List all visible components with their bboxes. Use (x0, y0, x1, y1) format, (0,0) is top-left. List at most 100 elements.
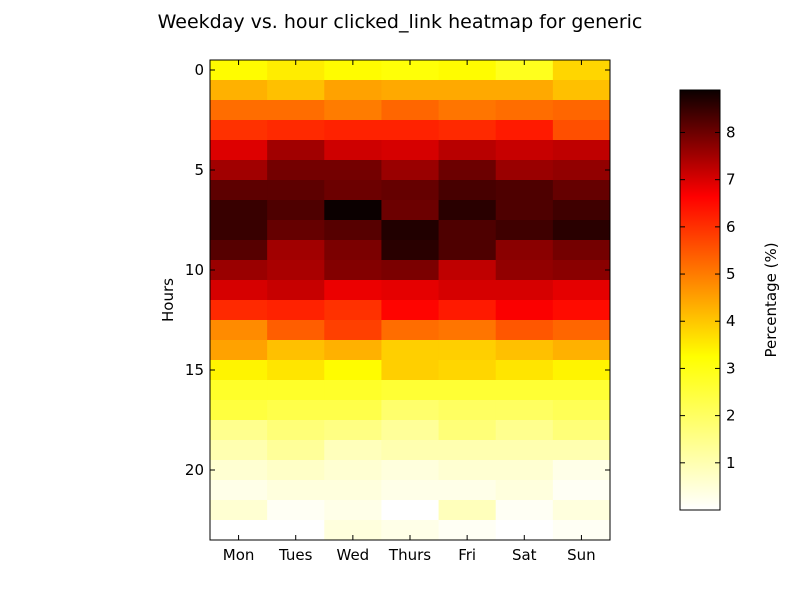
heatmap-cell (438, 480, 497, 501)
heatmap-cell (495, 480, 554, 501)
heatmap-cell (210, 200, 268, 221)
heatmap-cell (438, 520, 497, 541)
heatmap-cell (438, 440, 497, 461)
heatmap-cell (495, 120, 554, 141)
x-tick-label: Mon (223, 546, 255, 564)
heatmap-cell (495, 280, 554, 301)
heatmap-cell (495, 440, 554, 461)
heatmap-cell (267, 240, 325, 261)
heatmap-cell (552, 60, 611, 81)
heatmap-cell (552, 240, 611, 261)
heatmap-cell (552, 300, 611, 321)
heatmap-cell (381, 100, 440, 121)
heatmap-cell (267, 420, 325, 441)
heatmap-cell (438, 500, 497, 521)
heatmap-cell (324, 340, 382, 361)
heatmap-cell (552, 180, 611, 201)
x-tick-label: Sat (512, 546, 537, 564)
y-tick-label: 20 (185, 461, 204, 479)
heatmap-cell (324, 320, 382, 341)
heatmap-cell (552, 140, 611, 161)
heatmap-cell (438, 200, 497, 221)
heatmap-cell (324, 400, 382, 421)
heatmap-cells (210, 60, 611, 541)
heatmap-cell (267, 260, 325, 281)
heatmap-cell (267, 200, 325, 221)
heatmap-cell (381, 520, 440, 541)
y-axis-label: Hours (159, 278, 177, 322)
heatmap-cell (210, 140, 268, 161)
heatmap-cell (495, 380, 554, 401)
colorbar-tick-label: 6 (726, 218, 736, 236)
heatmap-cell (267, 480, 325, 501)
heatmap-cell (210, 340, 268, 361)
y-tick-label: 15 (185, 361, 204, 379)
heatmap-cell (267, 520, 325, 541)
heatmap-cell (495, 140, 554, 161)
heatmap-cell (552, 360, 611, 381)
heatmap-cell (381, 220, 440, 241)
heatmap-cell (381, 280, 440, 301)
heatmap-cell (210, 280, 268, 301)
heatmap-cell (324, 60, 382, 81)
heatmap-cell (210, 160, 268, 181)
heatmap-cell (438, 400, 497, 421)
heatmap-cell (267, 60, 325, 81)
heatmap-cell (495, 100, 554, 121)
heatmap-cell (495, 460, 554, 481)
heatmap-cell (210, 520, 268, 541)
heatmap-cell (324, 200, 382, 221)
heatmap-cell (210, 440, 268, 461)
heatmap-cell (267, 100, 325, 121)
colorbar-tick-label: 5 (726, 265, 736, 283)
chart-title: Weekday vs. hour clicked_link heatmap fo… (158, 11, 643, 33)
heatmap-cell (210, 240, 268, 261)
colorbar-tick-label: 7 (726, 171, 736, 189)
heatmap-cell (438, 140, 497, 161)
heatmap-cell (495, 260, 554, 281)
heatmap-cell (324, 80, 382, 101)
heatmap-cell (267, 300, 325, 321)
heatmap-cell (210, 460, 268, 481)
heatmap-cell (210, 500, 268, 521)
heatmap-cell (495, 420, 554, 441)
heatmap-cell (438, 360, 497, 381)
heatmap-cell (267, 180, 325, 201)
heatmap-cell (267, 500, 325, 521)
heatmap-cell (324, 460, 382, 481)
heatmap-cell (381, 400, 440, 421)
heatmap-cell (552, 200, 611, 221)
heatmap-cell (324, 100, 382, 121)
heatmap-cell (324, 500, 382, 521)
heatmap-cell (210, 100, 268, 121)
colorbar-ticks: 1 2 3 4 5 6 7 8 (680, 123, 736, 472)
heatmap-cell (381, 200, 440, 221)
heatmap-cell (552, 220, 611, 241)
heatmap-cell (381, 300, 440, 321)
heatmap-cell (381, 460, 440, 481)
colorbar-tick-label: 1 (726, 454, 736, 472)
heatmap-cell (495, 200, 554, 221)
heatmap-cell (438, 120, 497, 141)
colorbar-tick-label: 4 (726, 312, 736, 330)
heatmap-cell (324, 300, 382, 321)
heatmap-cell (438, 100, 497, 121)
heatmap-cell (267, 460, 325, 481)
heatmap-cell (267, 400, 325, 421)
heatmap-cell (438, 240, 497, 261)
heatmap-cell (552, 120, 611, 141)
heatmap-cell (210, 80, 268, 101)
heatmap-cell (438, 380, 497, 401)
heatmap-cell (495, 180, 554, 201)
heatmap-cell (324, 220, 382, 241)
heatmap-cell (495, 240, 554, 261)
heatmap-cell (210, 420, 268, 441)
heatmap-cell (324, 280, 382, 301)
heatmap-cell (552, 280, 611, 301)
heatmap-cell (210, 180, 268, 201)
colorbar-tick-label: 2 (726, 407, 736, 425)
heatmap-cell (324, 420, 382, 441)
heatmap-cell (438, 320, 497, 341)
heatmap-cell (552, 400, 611, 421)
heatmap-cell (267, 320, 325, 341)
